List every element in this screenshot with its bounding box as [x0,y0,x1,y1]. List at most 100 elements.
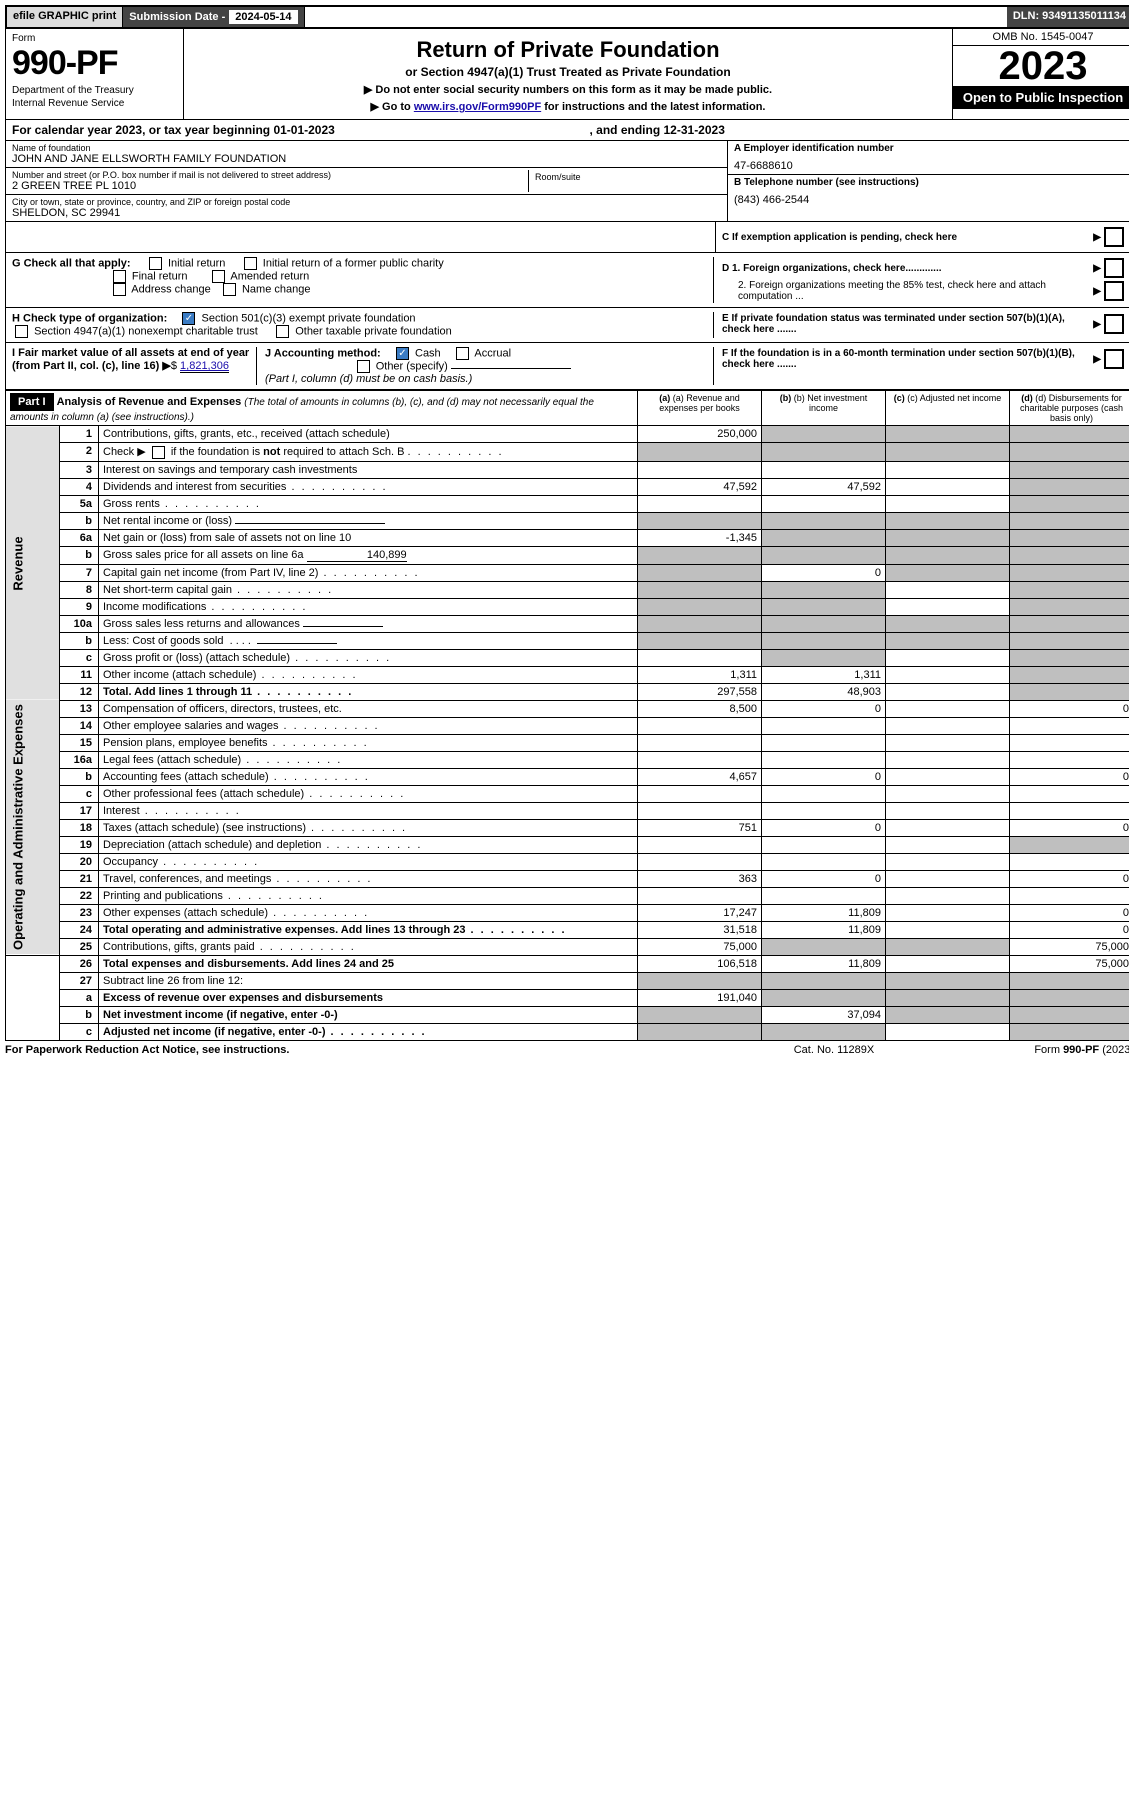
h-other-checkbox[interactable] [276,325,289,338]
h-4947-checkbox[interactable] [15,325,28,338]
val-c [886,546,1010,564]
val-b [762,546,886,564]
val-b [762,495,886,512]
line-desc: Excess of revenue over expenses and disb… [99,989,638,1006]
g-address-checkbox[interactable] [113,283,126,296]
val-a [638,495,762,512]
col-b-text: (b) Net investment income [794,393,868,413]
val-c [886,1023,1010,1040]
g-former-checkbox[interactable] [244,257,257,270]
i-value[interactable]: 1,821,306 [180,360,229,373]
val-a: 751 [638,819,762,836]
val-b: 0 [762,870,886,887]
part1-header-row: Part I Analysis of Revenue and Expenses … [6,391,1129,426]
row-14: 14Other employee salaries and wages [6,717,1129,734]
val-d [1010,717,1129,734]
val-b: 11,809 [762,955,886,972]
g-opt-former: Initial return of a former public charit… [263,257,444,269]
val-c [886,819,1010,836]
irs-link[interactable]: www.irs.gov/Form990PF [414,101,541,113]
inline-blank [303,626,383,627]
schb-checkbox[interactable] [152,446,165,459]
line-num: b [60,768,99,785]
val-b: 37,094 [762,1006,886,1023]
header-left: Form 990-PF Department of the Treasury I… [6,29,184,119]
h-left: H Check type of organization: Section 50… [12,312,713,338]
val-d [1010,478,1129,495]
g-label: G Check all that apply: [12,257,131,269]
row-11: 11 Other income (attach schedule) 1,3111… [6,666,1129,683]
ein-value: 47-6688610 [734,154,1127,172]
line-num: 21 [60,870,99,887]
val-d [1010,529,1129,546]
val-b [762,426,886,443]
val-c [886,426,1010,443]
val-d [1010,751,1129,768]
h-501c3-checkbox[interactable] [182,312,195,325]
val-c [886,683,1010,700]
g-amended-checkbox[interactable] [212,270,225,283]
val-b [762,461,886,478]
j-accrual-checkbox[interactable] [456,347,469,360]
val-b: 1,311 [762,666,886,683]
j-cash-checkbox[interactable] [396,347,409,360]
val-c [886,666,1010,683]
line-num: c [60,649,99,666]
line-num: 9 [60,598,99,615]
val-b [762,632,886,649]
val-c [886,955,1010,972]
e-checkbox[interactable] [1104,314,1124,334]
val-a: 191,040 [638,989,762,1006]
calendar-year-row: For calendar year 2023, or tax year begi… [5,120,1129,141]
name-label: Name of foundation [12,143,721,153]
address-cell: Number and street (or P.O. box number if… [12,170,528,192]
goto-post: for instructions and the latest informat… [544,101,765,113]
c-label: C If exemption application is pending, c… [722,232,1093,243]
val-b: 11,809 [762,921,886,938]
row-19: 19Depreciation (attach schedule) and dep… [6,836,1129,853]
row-10c: c Gross profit or (loss) (attach schedul… [6,649,1129,666]
val-c [886,478,1010,495]
j-other-checkbox[interactable] [357,360,370,373]
row-8: 8 Net short-term capital gain [6,581,1129,598]
cal-year-begin: For calendar year 2023, or tax year begi… [12,123,550,137]
h-section: H Check type of organization: Section 50… [5,308,1129,343]
h-opt3: Other taxable private foundation [295,325,452,337]
line-desc: Gross rents [99,495,638,512]
row-3: 3 Interest on savings and temporary cash… [6,461,1129,478]
g-name-checkbox[interactable] [223,283,236,296]
section-c-row: C If exemption application is pending, c… [5,222,1129,253]
c-checkbox[interactable] [1104,227,1124,247]
arrow-icon: ▶ [1093,354,1101,365]
val-c [886,461,1010,478]
goto-instructions: ▶ Go to www.irs.gov/Form990PF for instru… [194,100,942,113]
d1-checkbox[interactable] [1104,258,1124,278]
line-desc: Income modifications [99,598,638,615]
line-desc: Total. Add lines 1 through 11 [99,683,638,700]
val-c [886,938,1010,955]
line-num: 3 [60,461,99,478]
row-20: 20Occupancy [6,853,1129,870]
d-section: D 1. Foreign organizations, check here..… [713,257,1127,303]
d2-checkbox[interactable] [1104,281,1124,301]
arrow-icon: ▶ [1093,263,1101,274]
row-24: 24Total operating and administrative exp… [6,921,1129,938]
room-cell: Room/suite [528,170,721,192]
submission-date-label: Submission Date - [129,11,225,23]
val-b [762,989,886,1006]
cal-year-end: , and ending 12-31-2023 [550,123,1128,137]
row-6a: 6a Net gain or (loss) from sale of asset… [6,529,1129,546]
line-desc: Total operating and administrative expen… [99,921,638,938]
line-num: b [60,632,99,649]
val-a: -1,345 [638,529,762,546]
g-initial-checkbox[interactable] [149,257,162,270]
efile-button[interactable]: efile GRAPHIC print [7,7,123,27]
line-num: 23 [60,904,99,921]
line-desc: Printing and publications [99,887,638,904]
row-18: 18Taxes (attach schedule) (see instructi… [6,819,1129,836]
g-final-checkbox[interactable] [113,270,126,283]
irs-label: Internal Revenue Service [12,98,177,109]
val-b [762,512,886,529]
f-checkbox[interactable] [1104,349,1124,369]
line-num: 20 [60,853,99,870]
